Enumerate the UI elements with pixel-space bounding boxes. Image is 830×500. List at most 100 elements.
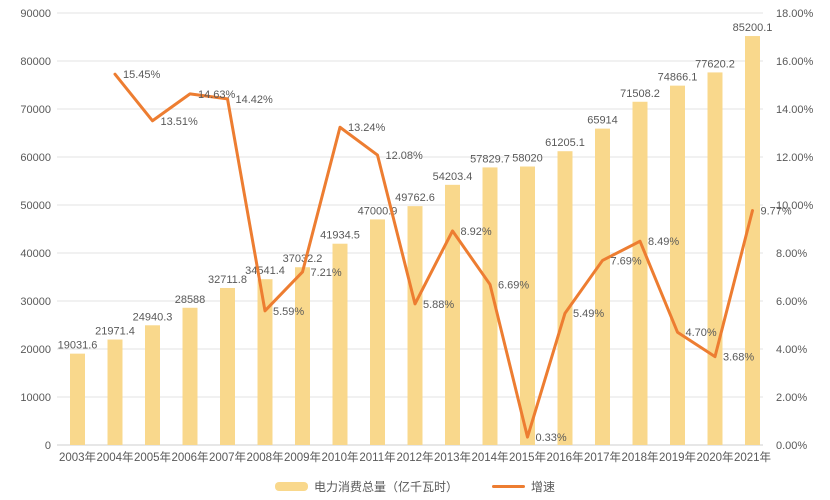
line-series-swatch-icon bbox=[492, 484, 525, 488]
bar-value-label: 47000.9 bbox=[358, 205, 398, 217]
left-axis-tick: 30000 bbox=[20, 296, 51, 308]
left-axis-tick: 60000 bbox=[20, 152, 51, 164]
bar-value-label: 24940.3 bbox=[133, 311, 173, 323]
bar bbox=[745, 36, 760, 445]
bar-value-label: 57829.7 bbox=[470, 153, 510, 165]
bar-series-label: 电力消费总量（亿千瓦时） bbox=[313, 479, 458, 494]
bar bbox=[295, 267, 310, 445]
right-axis-tick: 2.00% bbox=[776, 392, 807, 404]
growth-value-label: 13.24% bbox=[348, 122, 386, 134]
growth-value-label: 6.69% bbox=[498, 279, 529, 291]
bar bbox=[407, 206, 423, 445]
x-axis-label: 2015年 bbox=[509, 450, 546, 464]
left-axis-tick: 70000 bbox=[20, 104, 51, 116]
growth-value-label: 15.45% bbox=[123, 69, 161, 81]
growth-value-label: 14.63% bbox=[198, 89, 236, 101]
right-axis-tick: 12.00% bbox=[776, 152, 814, 164]
growth-value-label: 0.33% bbox=[536, 432, 567, 444]
bar-value-label: 41934.5 bbox=[320, 230, 360, 242]
bar-value-label: 58020 bbox=[512, 153, 543, 165]
left-axis-tick: 50000 bbox=[20, 200, 51, 212]
right-axis-tick: 18.00% bbox=[776, 8, 814, 20]
x-axis-label: 2007年 bbox=[209, 450, 246, 464]
bar bbox=[445, 184, 460, 446]
legend: 电力消费总量（亿千瓦时） 增速 bbox=[0, 478, 830, 494]
bar-value-label: 32711.8 bbox=[208, 274, 247, 286]
x-axis-label: 2014年 bbox=[471, 450, 508, 464]
x-axis-label: 2010年 bbox=[321, 450, 358, 464]
bar bbox=[670, 85, 685, 445]
x-axis-label: 2008年 bbox=[246, 450, 283, 464]
x-axis-label: 2016年 bbox=[546, 450, 583, 464]
bar bbox=[145, 325, 160, 445]
left-axis-tick: 90000 bbox=[20, 8, 51, 20]
growth-value-label: 5.49% bbox=[573, 308, 604, 320]
growth-line bbox=[113, 72, 754, 439]
bar bbox=[595, 128, 610, 445]
bar-value-label: 54203.4 bbox=[433, 171, 473, 183]
bar bbox=[707, 72, 723, 446]
left-axis-tick: 40000 bbox=[20, 248, 51, 260]
growth-value-label: 7.21% bbox=[311, 267, 342, 279]
bar bbox=[107, 339, 123, 445]
right-axis-tick: 6.00% bbox=[776, 296, 807, 308]
x-axis-label: 2006年 bbox=[171, 450, 208, 464]
left-axis-tick: 0 bbox=[45, 440, 51, 452]
bar bbox=[482, 167, 498, 446]
bar bbox=[520, 166, 535, 445]
growth-value-label: 12.08% bbox=[386, 150, 424, 162]
bar-value-label: 71508.2 bbox=[620, 88, 660, 100]
x-axis-label: 2018年 bbox=[621, 450, 658, 464]
right-axis-tick: 0.00% bbox=[776, 440, 807, 452]
left-axis-tick: 10000 bbox=[20, 392, 51, 404]
x-axis-label: 2017年 bbox=[584, 450, 621, 464]
bar-value-label: 37032.2 bbox=[283, 253, 323, 265]
growth-value-label: 5.59% bbox=[273, 306, 304, 318]
growth-value-label: 8.49% bbox=[648, 236, 679, 248]
growth-value-label: 5.88% bbox=[423, 299, 454, 311]
bar bbox=[257, 279, 273, 445]
left-axis-tick: 80000 bbox=[20, 56, 51, 68]
right-axis-tick: 14.00% bbox=[776, 104, 814, 116]
right-axis-tick: 16.00% bbox=[776, 56, 814, 68]
x-axis-label: 2020年 bbox=[696, 450, 733, 464]
growth-value-label: 9.77% bbox=[761, 206, 792, 218]
bar-value-label: 34541.4 bbox=[245, 265, 285, 277]
x-axis-label: 2013年 bbox=[434, 450, 471, 464]
right-axis-tick: 8.00% bbox=[776, 248, 807, 260]
growth-value-label: 3.68% bbox=[723, 352, 754, 364]
bar bbox=[632, 101, 648, 445]
bar-value-label: 28588 bbox=[175, 294, 206, 306]
bar bbox=[557, 151, 573, 445]
bar-series-swatch-icon bbox=[274, 481, 308, 491]
x-axis-label: 2012年 bbox=[396, 450, 433, 464]
x-axis-label: 2011年 bbox=[359, 450, 395, 464]
growth-value-label: 8.92% bbox=[461, 226, 492, 238]
bar bbox=[182, 307, 198, 445]
left-axis-tick: 20000 bbox=[20, 344, 51, 356]
bar-value-label: 61205.1 bbox=[545, 137, 585, 149]
right-axis-tick: 4.00% bbox=[776, 344, 807, 356]
x-axis-label: 2021年 bbox=[734, 450, 771, 464]
legend-item-growth: 增速 bbox=[492, 478, 555, 495]
growth-value-label: 14.42% bbox=[236, 94, 274, 106]
legend-item-consumption: 电力消费总量（亿千瓦时） bbox=[274, 478, 458, 495]
bar bbox=[370, 219, 385, 445]
growth-value-label: 13.51% bbox=[161, 116, 199, 128]
x-axis-label: 2009年 bbox=[284, 450, 321, 464]
x-axis-label: 2003年 bbox=[59, 450, 96, 464]
x-axis-label: 2005年 bbox=[134, 450, 171, 464]
bar bbox=[220, 287, 235, 445]
bar bbox=[70, 353, 85, 445]
bar-value-label: 21971.4 bbox=[95, 326, 135, 338]
bar-value-label: 19031.6 bbox=[58, 340, 98, 352]
growth-value-label: 4.70% bbox=[686, 327, 717, 339]
x-axis-label: 2019年 bbox=[659, 450, 696, 464]
bar bbox=[332, 243, 348, 445]
growth-value-label: 7.69% bbox=[611, 255, 642, 267]
bar-value-label: 49762.6 bbox=[395, 192, 435, 204]
x-axis-label: 2004年 bbox=[96, 450, 133, 464]
bar-value-label: 65914 bbox=[587, 115, 618, 127]
